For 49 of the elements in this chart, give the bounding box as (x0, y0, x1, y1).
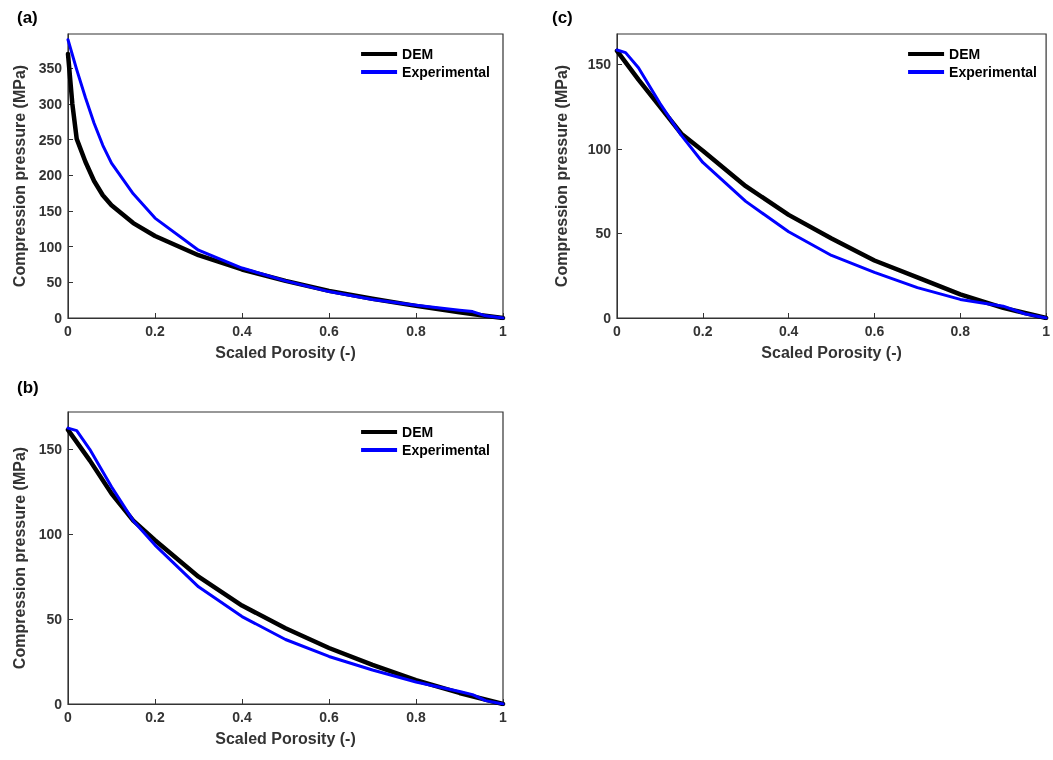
x-tick-label: 0.8 (406, 323, 426, 339)
legend-label: DEM (402, 424, 434, 440)
legend-label: Experimental (949, 64, 1038, 80)
chart-title: (b) (17, 378, 39, 397)
y-axis-title: Compression pressure (MPa) (11, 446, 29, 670)
y-tick-label: 0 (54, 696, 63, 712)
x-tick-label: 1 (499, 323, 508, 339)
x-axis-title: Scaled Porosity (-) (215, 729, 356, 747)
x-tick-label: 0 (613, 323, 622, 339)
x-tick-label: 0.2 (693, 323, 713, 339)
y-tick-label: 350 (38, 60, 63, 77)
y-tick-label: 50 (595, 225, 612, 242)
x-tick-label: 0.4 (778, 323, 799, 339)
y-tick-label: 50 (46, 611, 63, 628)
y-tick-label: 250 (38, 131, 63, 148)
y-tick-label: 100 (587, 140, 612, 157)
x-tick-label: 0.8 (950, 323, 971, 339)
y-tick-label: 150 (38, 441, 63, 458)
legend-label: Experimental (402, 64, 491, 80)
x-tick-label: 0 (64, 323, 73, 339)
legend-label: DEM (402, 46, 434, 62)
x-tick-label: 0.2 (145, 323, 165, 339)
y-tick-label: 0 (603, 310, 612, 326)
x-tick-label: 1 (1042, 323, 1051, 339)
y-axis-title: Compression pressure (MPa) (552, 64, 570, 288)
x-tick-label: 0.8 (406, 709, 426, 725)
y-axis-title: Compression pressure (MPa) (11, 64, 29, 288)
x-tick-label: 1 (499, 709, 508, 725)
y-tick-label: 100 (38, 238, 63, 255)
x-axis-title: Scaled Porosity (-) (215, 343, 356, 361)
y-tick-label: 200 (38, 167, 63, 184)
y-tick-label: 100 (38, 526, 63, 543)
legend-label: DEM (949, 46, 981, 62)
y-tick-label: 150 (587, 56, 612, 73)
chart-title: (a) (17, 8, 38, 27)
x-tick-label: 0.4 (232, 709, 252, 725)
y-tick-label: 50 (46, 274, 63, 291)
y-tick-label: 300 (38, 95, 63, 112)
y-tick-label: 150 (38, 202, 63, 219)
x-tick-label: 0.4 (232, 323, 252, 339)
chart-title: (c) (552, 8, 573, 27)
x-tick-label: 0.2 (145, 709, 165, 725)
x-tick-label: 0.6 (864, 323, 885, 339)
x-tick-label: 0.6 (319, 709, 339, 725)
x-tick-label: 0 (64, 709, 73, 725)
legend-label: Experimental (402, 442, 491, 458)
y-tick-label: 0 (54, 310, 63, 326)
x-axis-title: Scaled Porosity (-) (761, 343, 902, 361)
x-tick-label: 0.6 (319, 323, 339, 339)
